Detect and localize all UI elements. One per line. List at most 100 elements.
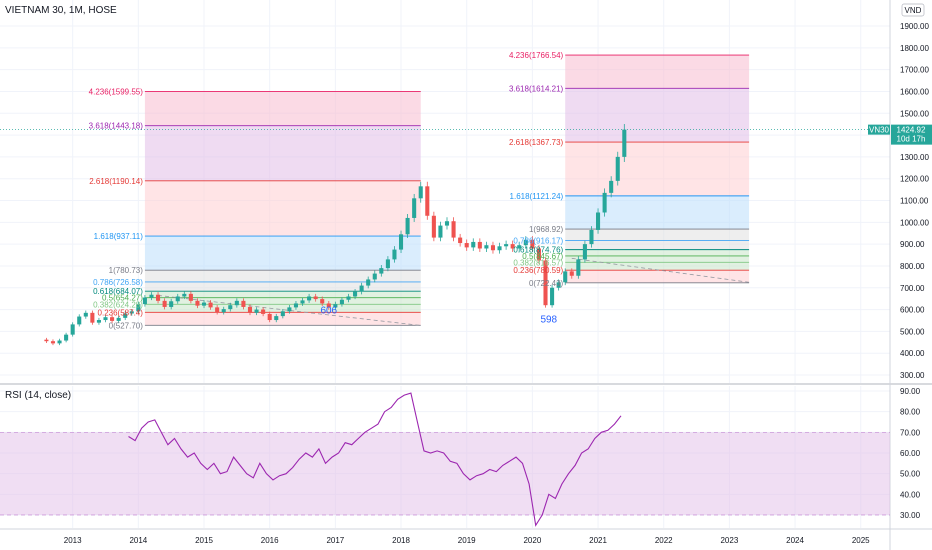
price-tick-label: 300.00	[900, 371, 925, 380]
time-axis[interactable]: 2013 2014 2015 2016 2017 2018 2019 2020 2021 2022…	[64, 536, 870, 545]
price-tick-label: 1800.00	[900, 44, 929, 53]
fib-level-label: 0.382(816.57)	[513, 258, 563, 267]
fib-level-label: 0.786(916.17)	[513, 237, 563, 246]
candle-body	[398, 234, 404, 250]
rsi-tick-label: 70.00	[900, 428, 921, 437]
candle-body	[228, 305, 233, 310]
time-tick-label: 2022	[655, 536, 673, 545]
candle-body	[543, 260, 548, 306]
price-tick-label: 900.00	[900, 240, 925, 249]
swing-low-label-1: 606	[320, 306, 337, 317]
candle-body	[569, 271, 574, 276]
price-axis[interactable]: 300.00 400.00 500.00 600.00 700.00 800.00 900.…	[900, 22, 929, 380]
currency-badge[interactable]	[901, 3, 925, 17]
candle-body	[596, 212, 601, 230]
fib-level-label: 0.618(684.07)	[93, 287, 143, 296]
candle-body	[609, 180, 614, 193]
candle-body	[510, 244, 515, 249]
fib-extension-right[interactable]	[565, 54, 750, 284]
candle-body	[366, 279, 371, 286]
fib-labels: 4.236(1599.55) 3.618(1443.18) 2.618(1190.1…	[89, 51, 564, 330]
price-tags: VN30 1424.92 10d 17h	[868, 124, 932, 145]
candle-body	[234, 300, 239, 306]
trend-line	[571, 257, 750, 283]
rsi-axis[interactable]: 30.00 40.00 50.00 60.00 70.00 80.00 90.00	[900, 387, 921, 520]
fib-level-label: 2.618(1367.73)	[509, 138, 564, 147]
price-tick-label: 1900.00	[900, 22, 929, 31]
candle-body	[497, 246, 502, 251]
fib-zone	[144, 236, 421, 271]
candle-body	[418, 186, 423, 199]
candle-body	[136, 304, 141, 312]
price-tick-label: 1700.00	[900, 66, 929, 75]
time-tick-label: 2014	[129, 536, 147, 545]
fib-level-label: 3.618(1443.18)	[89, 122, 144, 131]
fib-level-label: 4.236(1599.55)	[89, 88, 144, 97]
time-tick-label: 2019	[458, 536, 476, 545]
fib-zone	[144, 291, 421, 298]
candle-body	[261, 309, 266, 314]
fib-extension-left[interactable]	[144, 91, 421, 326]
candle-body	[615, 156, 620, 181]
candle-body	[110, 317, 115, 321]
candle-body	[379, 268, 384, 274]
price-tick-label: 1200.00	[900, 175, 929, 184]
candle-body	[221, 309, 226, 313]
fib-level-label: 0.382(624.28)	[93, 300, 143, 309]
fib-level-label: 1.618(1121.24)	[510, 192, 564, 201]
symbol-title: VIETNAM 30, 1M, HOSE	[5, 5, 117, 16]
candle-body	[477, 241, 482, 249]
candle-body	[313, 296, 318, 300]
time-tick-label: 2025	[852, 536, 870, 545]
candle-body	[372, 273, 377, 280]
fib-zone	[565, 229, 750, 241]
price-tick-label: 600.00	[900, 306, 925, 315]
fib-zone	[144, 270, 421, 282]
candle-body	[504, 244, 509, 247]
candle-body	[267, 313, 272, 321]
candle-body	[280, 311, 285, 317]
candle-body	[563, 271, 568, 283]
last-price-value: 1424.92	[897, 126, 926, 135]
price-tick-label: 1300.00	[900, 153, 929, 162]
fib-zone	[565, 88, 750, 143]
candle-body	[471, 241, 476, 248]
fib-zone	[565, 195, 750, 230]
candle-body	[346, 296, 351, 300]
fib-zone	[565, 255, 750, 263]
candles	[44, 124, 627, 346]
fib-zone	[144, 312, 421, 326]
fib-zone	[144, 125, 421, 181]
candle-body	[175, 296, 180, 302]
candle-body	[333, 304, 338, 308]
price-tick-label: 1600.00	[900, 87, 929, 96]
price-tick-label: 800.00	[900, 262, 925, 271]
candle-body	[90, 312, 95, 323]
candle-body	[83, 312, 88, 317]
fib-zone	[144, 297, 421, 305]
candle-body	[293, 303, 298, 308]
time-tick-label: 2023	[720, 536, 738, 545]
candle-body	[123, 313, 128, 318]
countdown-value: 10d 17h	[897, 135, 926, 144]
price-tick-label: 700.00	[900, 284, 925, 293]
candle-body	[254, 309, 259, 313]
trend-line	[157, 294, 421, 326]
candle-body	[57, 340, 62, 344]
time-tick-label: 2018	[392, 536, 410, 545]
rsi-tick-label: 50.00	[900, 470, 921, 479]
fib-zone	[565, 249, 750, 256]
last-price-tag	[891, 124, 932, 145]
currency-label: VND	[905, 6, 922, 15]
candle-body	[129, 311, 134, 314]
fib-level-label: 0.618(874.76)	[513, 246, 563, 255]
candle-body	[96, 320, 101, 323]
price-tick-label: 500.00	[900, 327, 925, 336]
fib-level-label: 0.786(726.58)	[93, 278, 143, 287]
time-tick-label: 2020	[523, 536, 541, 545]
rsi-tick-label: 40.00	[900, 490, 921, 499]
candle-body	[523, 239, 528, 246]
candle-body	[405, 217, 410, 235]
fib-zone	[565, 55, 750, 89]
